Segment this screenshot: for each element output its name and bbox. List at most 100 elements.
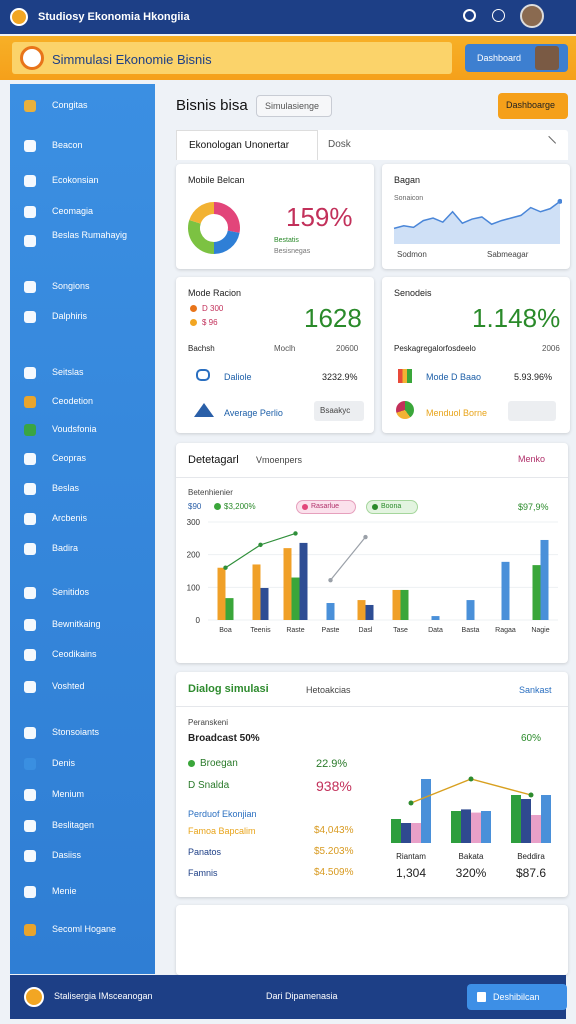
text: Perduof Ekonjian (188, 809, 257, 819)
text: 1,304 (395, 866, 427, 880)
button-icon (477, 992, 486, 1002)
main-button[interactable]: Dashboarge (498, 93, 568, 119)
text: Bagan (394, 175, 421, 185)
menu-item[interactable]: Beslas Rumahayig (16, 230, 149, 250)
menu-icon (24, 924, 36, 936)
menu-item[interactable]: Arcbenis (16, 510, 149, 528)
chip[interactable]: Simulasienge (256, 95, 332, 117)
menu-icon (24, 513, 36, 525)
chart (188, 202, 240, 254)
legend-dot (188, 760, 195, 767)
bar (217, 567, 226, 620)
menu-item[interactable]: Bewnitkaing (16, 616, 149, 634)
menu-icon (24, 483, 36, 495)
menu-item[interactable]: Beslitagen (16, 817, 149, 835)
menu-item[interactable]: Voudsfonia (16, 421, 149, 439)
menu-item[interactable]: Beslas (16, 480, 149, 498)
button[interactable]: Bsaakyc (314, 401, 364, 421)
menu-icon (24, 206, 36, 218)
menu-icon (24, 100, 36, 112)
header-bar: Simmulasi Ekonomie Bisnis Dashboard (0, 36, 576, 80)
footer-button[interactable]: Deshibilcan (467, 984, 567, 1010)
menu-item[interactable]: Denis (16, 755, 149, 773)
menu-item[interactable]: Senitidos (16, 584, 149, 602)
menu-item[interactable]: Beacon (16, 137, 149, 155)
text: Beslitagen (52, 820, 95, 830)
bar (531, 815, 541, 843)
menu-item[interactable]: Voshted (16, 678, 149, 696)
text: Riantam (396, 852, 426, 861)
x-tick-label: Boa (219, 627, 232, 634)
text: 5.93.96% (514, 372, 553, 382)
search-icon[interactable] (463, 9, 476, 22)
chart (393, 198, 562, 244)
text: Sodmon (397, 250, 427, 259)
menu-item[interactable]: Menie (16, 883, 149, 901)
bar (291, 577, 300, 620)
x-tick-label: Ragaa (495, 627, 516, 634)
notify-icon[interactable] (492, 9, 505, 22)
row-icon (194, 403, 214, 417)
menu-item[interactable]: Ceodetion (16, 393, 149, 411)
bar (501, 561, 510, 620)
x-tick-label: Tase (393, 627, 408, 634)
donut-slice (213, 202, 240, 233)
menu-item[interactable]: Menium (16, 786, 149, 804)
menu-icon (24, 758, 36, 770)
text: 320% (455, 866, 487, 880)
text: $3,200% (224, 502, 256, 511)
text: Dashboarge (506, 100, 556, 110)
text: $90 (188, 502, 202, 511)
donut-slice (213, 230, 240, 254)
text: Bewnitkaing (52, 619, 101, 629)
text: $87.6 (515, 866, 547, 880)
divider (176, 706, 568, 707)
text: Mode D Baao (426, 372, 482, 382)
tab: Dosk (328, 139, 351, 150)
menu-item[interactable]: Badira (16, 540, 149, 558)
text: Arcbenis (52, 513, 88, 523)
menu-item[interactable]: Congitas (16, 97, 149, 115)
x-tick-label: Raste (286, 627, 304, 634)
text: Famoa Bapcalim (188, 826, 256, 836)
logo (10, 8, 28, 26)
text: Simulasienge (265, 101, 320, 111)
menu-item[interactable]: Songions (16, 278, 149, 296)
bar (225, 598, 234, 620)
bar (511, 795, 521, 843)
menu-item[interactable]: Dasiiss (16, 847, 149, 865)
text: Betenhienier (188, 488, 233, 497)
menu-item[interactable]: Secoml Hogane (16, 921, 149, 939)
text: Ceomagia (52, 206, 94, 216)
y-tick-label: 0 (196, 616, 201, 625)
menu-item[interactable]: Seitslas (16, 364, 149, 382)
button[interactable] (508, 401, 556, 421)
text: 1628 (304, 303, 362, 333)
text: 60% (521, 733, 542, 744)
tab[interactable]: Ekonologan Unonertar (176, 130, 318, 160)
text: Menie (52, 886, 77, 896)
menu-item[interactable]: Ecokonsian (16, 172, 149, 190)
donut-card: Mobile Belcan 159% Bestatis Besisnegas (176, 164, 374, 269)
menu-item[interactable]: Ceomagia (16, 203, 149, 221)
text: Bachsh (188, 344, 215, 353)
text: Menium (52, 789, 85, 799)
menu-item[interactable]: Dalphiris (16, 308, 149, 326)
menu-item[interactable]: Ceopras (16, 450, 149, 468)
legend-dot (214, 503, 221, 510)
menu-item[interactable]: Ceodikains (16, 646, 149, 664)
sidebar: Congitas Beacon Ecokonsian Ceomagia Beslas R… (10, 84, 155, 974)
footer-logo (24, 987, 44, 1007)
menu-item[interactable]: Stonsoiants (16, 724, 149, 742)
text: Songions (52, 281, 90, 291)
text: Secoml Hogane (52, 924, 117, 934)
text: Boona (381, 503, 402, 510)
avatar[interactable] (520, 4, 544, 28)
text: Average Perlio (224, 408, 283, 418)
text: Dashboard (477, 53, 522, 63)
menu-icon (24, 886, 36, 898)
close-icon[interactable] (541, 135, 557, 151)
header-button[interactable]: Dashboard (465, 44, 568, 72)
line-point (528, 792, 534, 798)
